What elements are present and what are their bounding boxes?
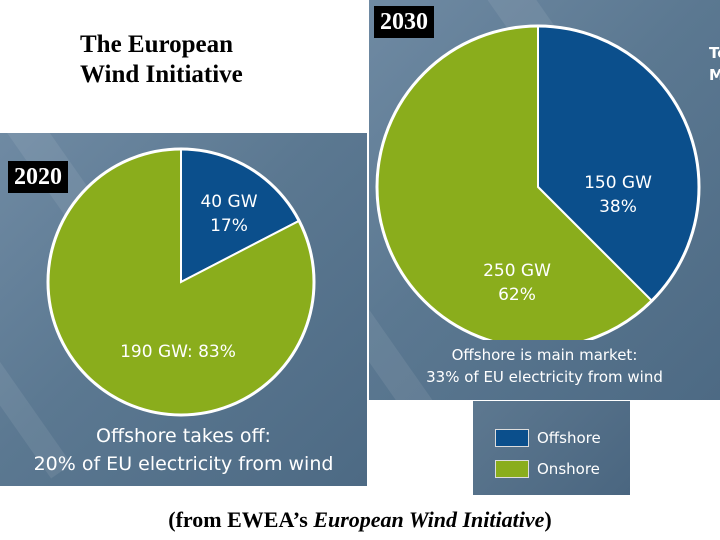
source-suffix: ) <box>544 507 552 532</box>
pie-outline-2020 <box>46 147 316 417</box>
pie-label-onshore-2030-line-2: 62% <box>498 285 536 305</box>
caption-2030-line-1: Offshore is main market: <box>451 346 638 364</box>
pie-label-offshore-2020-line-2: 17% <box>210 216 248 236</box>
legend-item-offshore: Offshore <box>495 427 601 449</box>
caption-2020-line-1: Offshore takes off: <box>96 425 271 447</box>
caption-2020-line-2: 20% of EU electricity from wind <box>33 453 334 475</box>
pie-chart-2020: 40 GW 17% 190 GW: 83% <box>46 147 316 417</box>
page-title: The European Wind Initiative <box>80 30 300 90</box>
caption-2030-line-2: 33% of EU electricity from wind <box>426 368 663 386</box>
caption-2020: Offshore takes off: 20% of EU electricit… <box>0 422 367 478</box>
corner-text-line-1: Te <box>709 44 720 62</box>
panel-2020: 2020 40 GW 17% 190 GW: 83% Offshore takes … <box>0 133 367 486</box>
pie-outline-2030 <box>375 24 701 340</box>
pie-label-offshore-2020-line-1: 40 GW <box>200 192 257 212</box>
legend: Offshore Onshore <box>473 401 630 495</box>
title-line-1: The European <box>80 31 234 58</box>
source-italic: European Wind Initiative <box>313 507 545 532</box>
source-citation: (from EWEA’s European Wind Initiative) <box>0 507 720 533</box>
legend-item-onshore: Onshore <box>495 458 600 480</box>
year-badge-2020: 2020 <box>8 161 68 193</box>
source-prefix: (from EWEA’s <box>168 507 314 532</box>
legend-label-offshore: Offshore <box>537 429 601 447</box>
pie-label-onshore-2020-line-1: 190 GW: 83% <box>120 342 236 362</box>
year-badge-2030: 2030 <box>374 6 434 38</box>
legend-swatch-onshore <box>495 460 529 478</box>
corner-text-line-2: M <box>709 66 720 84</box>
title-line-2: Wind Initiative <box>80 61 243 88</box>
pie-chart-2030: 150 GW 38% 250 GW 62% <box>375 24 701 340</box>
pie-label-offshore-2030-line-2: 38% <box>599 197 637 217</box>
legend-swatch-offshore <box>495 429 529 447</box>
panel-2030: 2030 Te M 150 GW 38% 250 GW 62% Offshore is… <box>369 0 720 400</box>
pie-label-offshore-2030-line-1: 150 GW <box>584 173 652 193</box>
pie-label-onshore-2030-line-1: 250 GW <box>483 261 551 281</box>
corner-text: Te M <box>709 42 720 86</box>
caption-2030: Offshore is main market: 33% of EU elect… <box>369 344 720 388</box>
legend-label-onshore: Onshore <box>537 460 600 478</box>
